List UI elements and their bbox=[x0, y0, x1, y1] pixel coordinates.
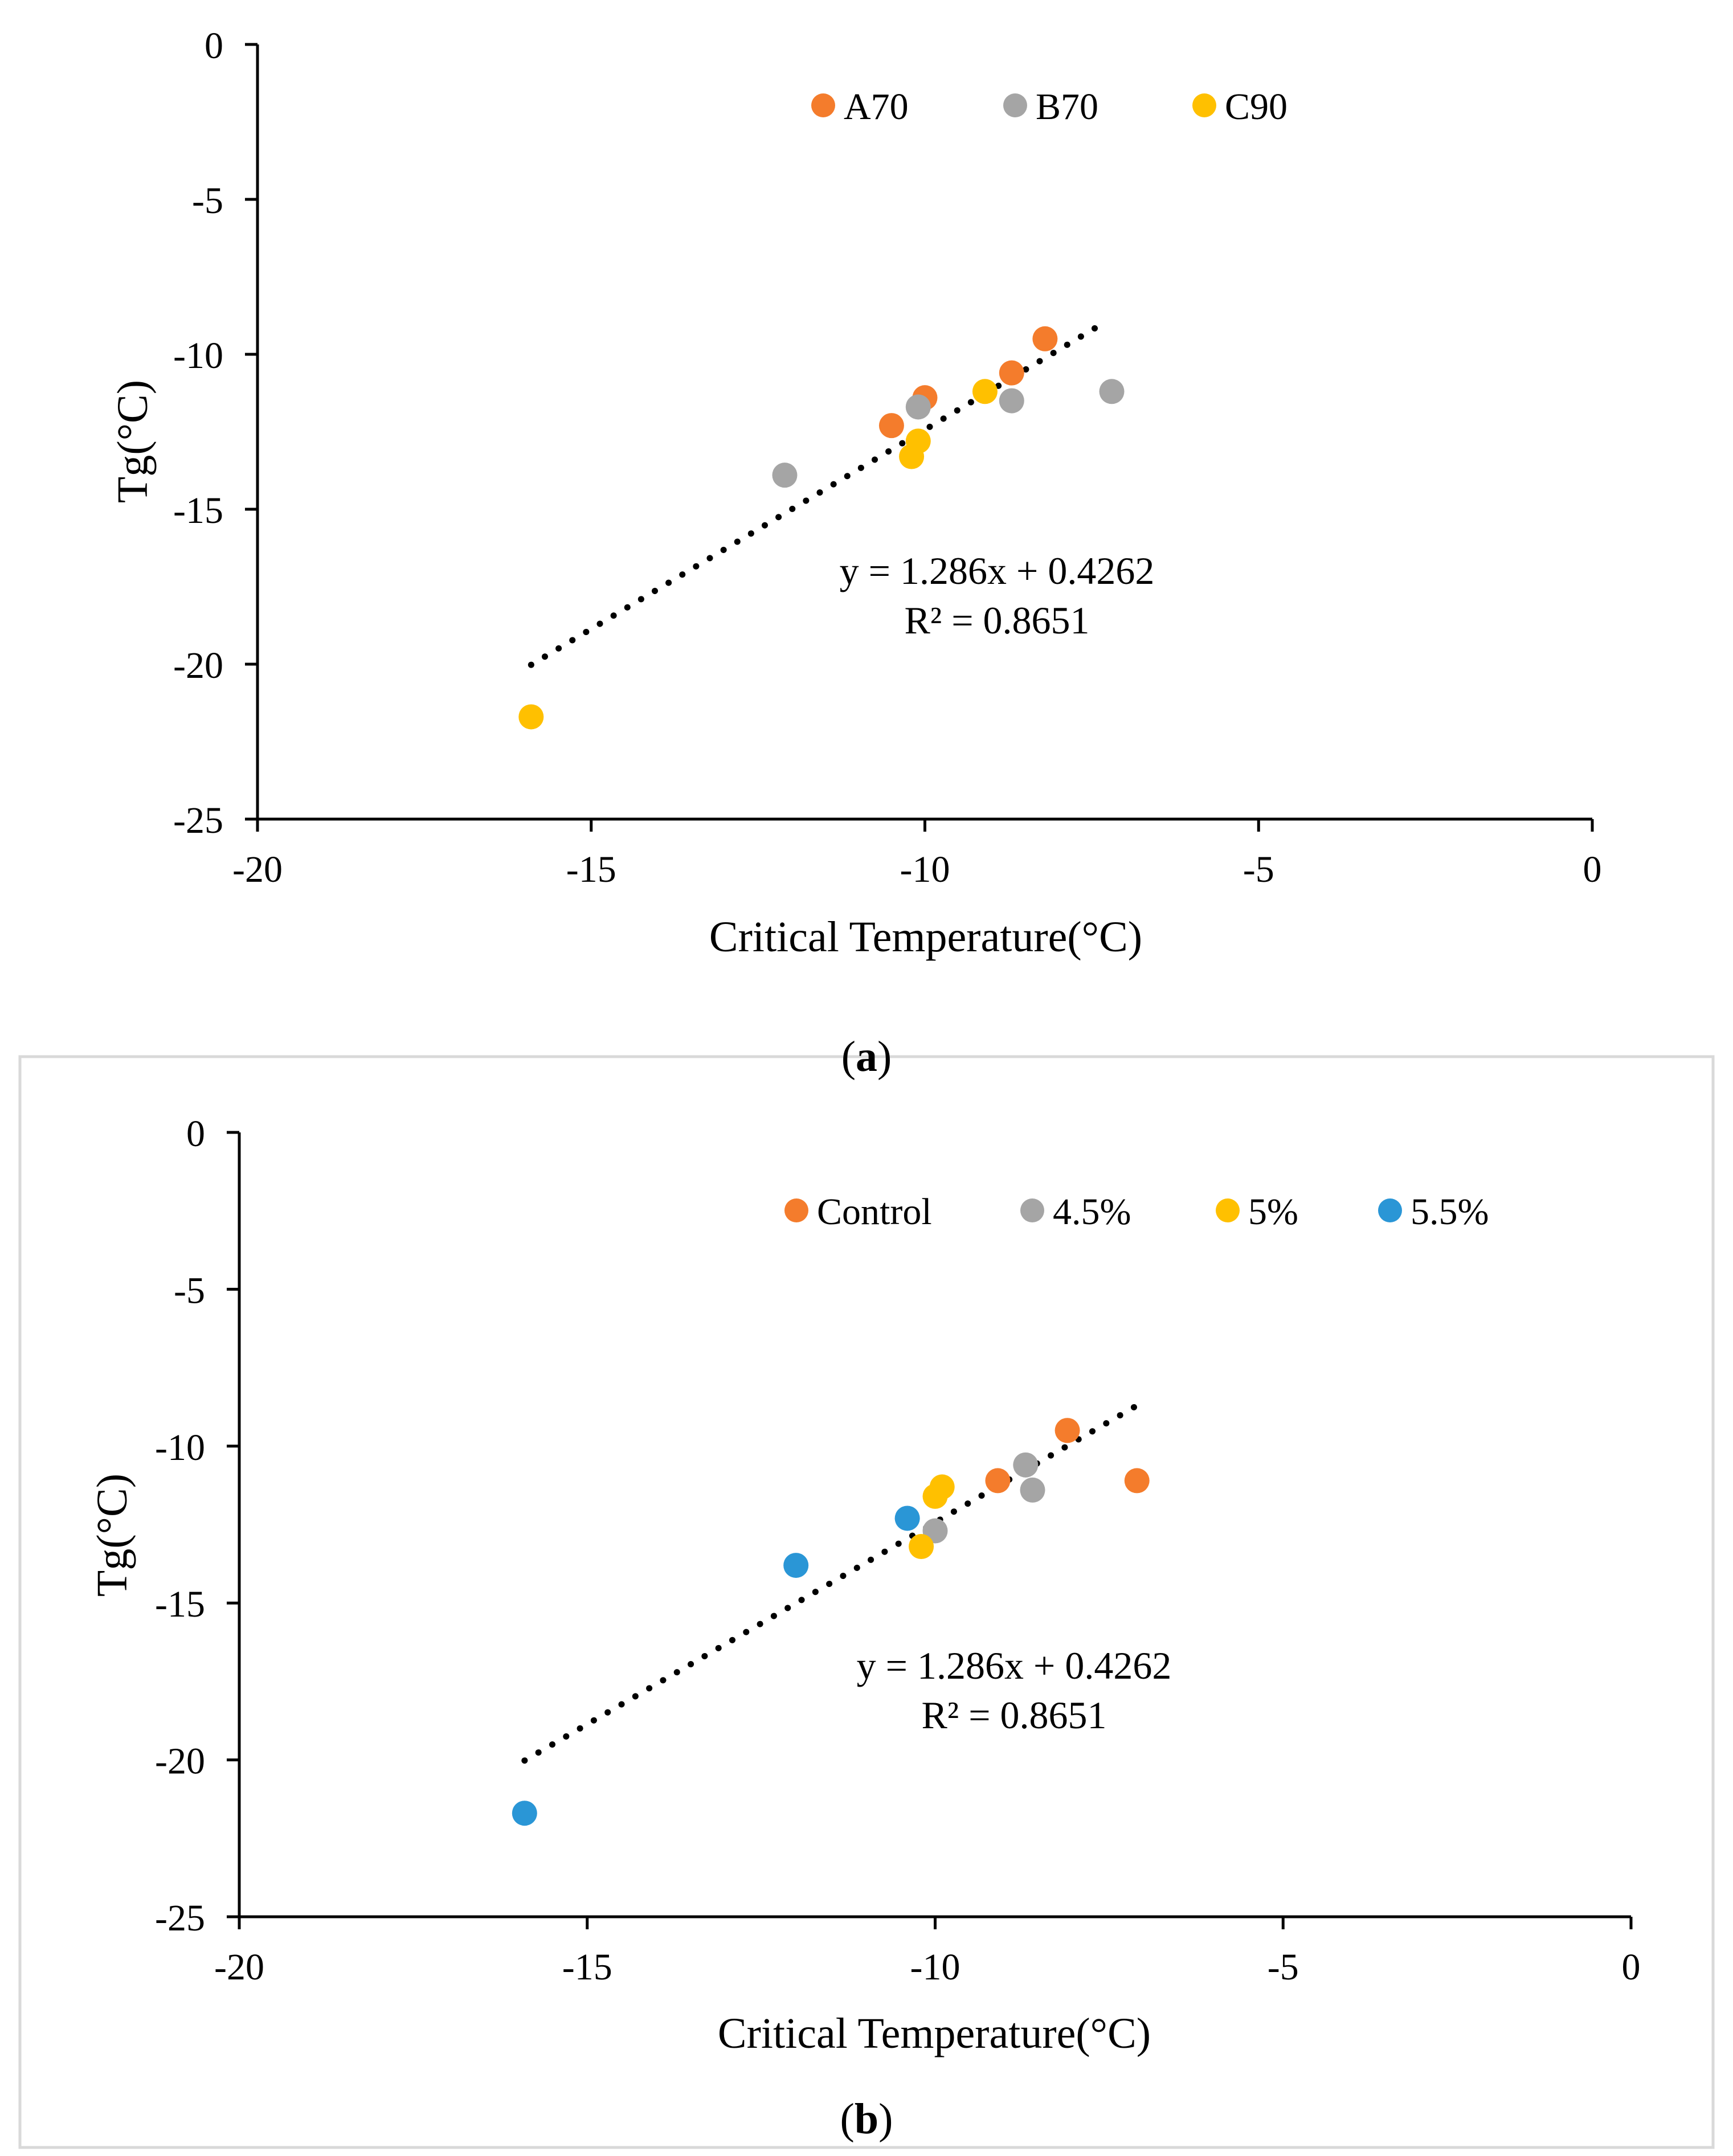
data-point-B70 bbox=[772, 463, 798, 488]
panel-b-r2: R² = 0.8651 bbox=[921, 1693, 1106, 1737]
chart-panel-a: 0-5-10-15-20-25-20 -15 -10 -5 0 A70 B70 C90 y … bbox=[109, 25, 1602, 1081]
data-point-A70 bbox=[1032, 326, 1058, 351]
y-tick-label: -5 bbox=[192, 180, 223, 222]
data-point-Control bbox=[985, 1468, 1011, 1494]
data-point-C90 bbox=[972, 379, 998, 404]
legend-marker bbox=[1003, 93, 1027, 117]
panel-a-y-axis-title: Tg(°C) bbox=[109, 380, 157, 503]
y-tick-label: -25 bbox=[173, 800, 223, 841]
y-tick-label: -5 bbox=[174, 1270, 205, 1311]
x-tick-label: -5 bbox=[1268, 1946, 1299, 1988]
legend-marker bbox=[811, 93, 835, 117]
y-tick-label: 0 bbox=[186, 1113, 205, 1155]
data-point-45 bbox=[1013, 1452, 1039, 1478]
panel-a-caption: (a) bbox=[841, 1033, 892, 1081]
data-point-B70 bbox=[999, 388, 1024, 414]
legend-label: 5% bbox=[1248, 1191, 1298, 1233]
x-tick-label: -5 bbox=[1243, 849, 1274, 890]
panel-b-equation: y = 1.286x + 0.4262 bbox=[857, 1644, 1172, 1687]
x-tick-label: -10 bbox=[900, 849, 950, 890]
panel-a-data-points bbox=[518, 326, 1125, 730]
panel-a-equation: y = 1.286x + 0.4262 bbox=[840, 549, 1155, 592]
x-tick-label: -15 bbox=[562, 1946, 612, 1988]
legend-label: Control bbox=[817, 1191, 932, 1233]
legend-marker bbox=[1192, 93, 1216, 117]
panel-a-x-axis-title: Critical Temperature(°C) bbox=[709, 913, 1142, 961]
trendline-dotted bbox=[528, 319, 1109, 668]
panel-b-plot-area: 0-5-10-15-20-25-20 -15 -10 -5 0 bbox=[155, 1113, 1640, 1988]
panel-b-caption: (b) bbox=[840, 2095, 893, 2143]
legend-marker bbox=[1020, 1198, 1044, 1222]
panel-b-caption-letter: b bbox=[855, 2095, 878, 2143]
legend-marker bbox=[1216, 1198, 1240, 1222]
y-tick-label: -10 bbox=[155, 1427, 205, 1468]
y-tick-label: 0 bbox=[205, 25, 223, 67]
x-tick-label: 0 bbox=[1622, 1946, 1641, 1988]
data-point-C90 bbox=[518, 704, 544, 730]
x-tick-label: -15 bbox=[566, 849, 616, 890]
y-tick-label: -25 bbox=[155, 1897, 205, 1939]
legend-label: C90 bbox=[1225, 86, 1288, 128]
data-point-5 bbox=[909, 1534, 934, 1560]
panel-a-r2: R² = 0.8651 bbox=[904, 599, 1089, 642]
data-point-45 bbox=[1020, 1477, 1045, 1503]
data-point-A70 bbox=[999, 360, 1024, 386]
panel-b-frame bbox=[18, 1055, 1715, 2149]
panel-a-caption-letter: a bbox=[856, 1033, 877, 1081]
data-point-B70 bbox=[1099, 379, 1125, 404]
data-point-55 bbox=[512, 1801, 537, 1826]
legend-marker bbox=[1378, 1198, 1402, 1222]
panel-a-plot-area: 0-5-10-15-20-25-20 -15 -10 -5 0 bbox=[173, 25, 1601, 890]
data-point-Control bbox=[1124, 1468, 1150, 1494]
data-point-C90 bbox=[905, 428, 931, 454]
data-point-5 bbox=[929, 1474, 955, 1500]
x-tick-label: -20 bbox=[232, 849, 283, 890]
y-tick-label: -20 bbox=[173, 645, 223, 686]
data-point-55 bbox=[894, 1505, 920, 1531]
panel-b-data-points bbox=[512, 1418, 1150, 1826]
chart-panel-b: 0-5-10-15-20-25-20 -15 -10 -5 0 Control 4.5% 5… bbox=[88, 1113, 1641, 2143]
data-point-B70 bbox=[905, 394, 931, 420]
x-tick-label: -10 bbox=[910, 1946, 960, 1988]
x-tick-label: -20 bbox=[214, 1946, 264, 1988]
data-point-55 bbox=[783, 1553, 809, 1578]
legend-label: 4.5% bbox=[1053, 1191, 1131, 1233]
x-tick-label: 0 bbox=[1583, 849, 1602, 890]
y-tick-label: -20 bbox=[155, 1741, 205, 1782]
legend-label: B70 bbox=[1036, 86, 1098, 128]
legend-marker bbox=[784, 1198, 808, 1222]
data-point-Control bbox=[1054, 1418, 1080, 1443]
y-tick-label: -10 bbox=[173, 335, 223, 377]
y-tick-label: -15 bbox=[173, 490, 223, 531]
panel-b-legend: Control 4.5% 5% 5.5% bbox=[784, 1191, 1489, 1233]
panel-a-legend: A70 B70 C90 bbox=[811, 86, 1288, 128]
panel-b-y-axis-title: Tg(°C) bbox=[88, 1474, 136, 1597]
legend-label: A70 bbox=[844, 86, 909, 128]
panel-b-x-axis-title: Critical Temperature(°C) bbox=[718, 2010, 1151, 2057]
panel-a-trendline bbox=[528, 319, 1109, 668]
data-point-A70 bbox=[878, 413, 904, 439]
y-tick-label: -15 bbox=[155, 1584, 205, 1625]
legend-label: 5.5% bbox=[1411, 1191, 1489, 1233]
